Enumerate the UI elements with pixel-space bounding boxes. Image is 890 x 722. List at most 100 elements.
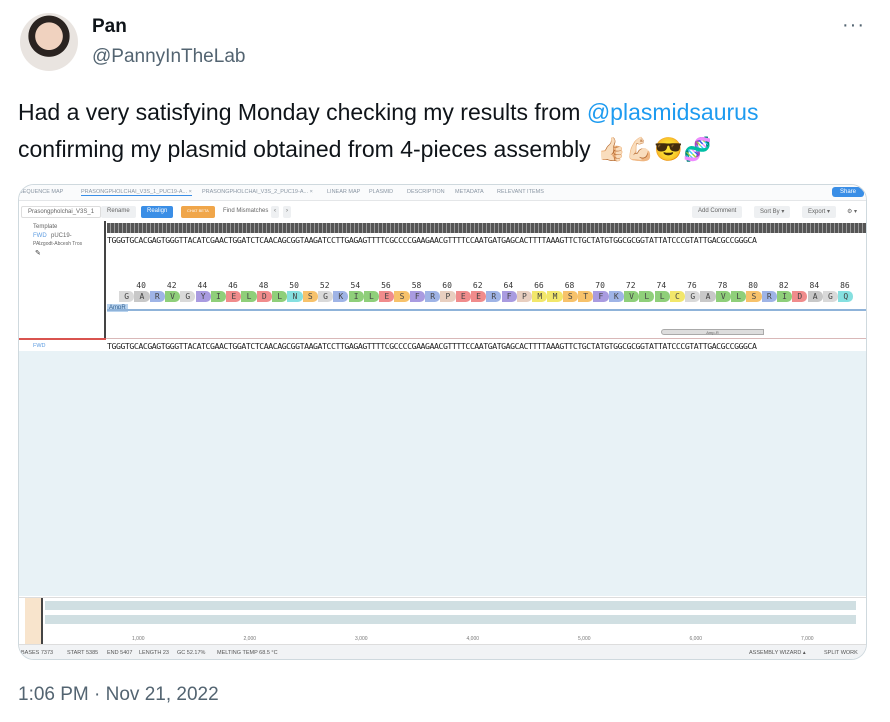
- author-name[interactable]: Pan: [92, 16, 127, 37]
- tab-0[interactable]: SEQUENCE MAP: [19, 189, 64, 195]
- avatar[interactable]: [20, 13, 78, 71]
- aa-number: 82: [778, 281, 789, 290]
- tweet-text: Had a very satisfying Monday checking my…: [18, 99, 587, 125]
- rename-button[interactable]: Rename: [101, 206, 136, 218]
- export-button[interactable]: Export ▾: [802, 206, 837, 218]
- aa-number: 44: [197, 281, 208, 290]
- minimap-tick-label: 7,000: [801, 636, 814, 642]
- status-length: LENGTH 23: [139, 650, 169, 656]
- amino-acid-L: L: [731, 291, 747, 302]
- ampr-feature-label[interactable]: AmpR: [107, 304, 128, 312]
- alignment-left-panel: Template FWD pUC19- PAlzgodt-Abcesh Tros…: [19, 221, 106, 338]
- aa-number: 52: [319, 281, 330, 290]
- settings-gear-icon[interactable]: ⚙ ▾: [847, 209, 858, 215]
- mention-link[interactable]: @plasmidsaurus: [586, 99, 759, 125]
- amino-acid-I: I: [776, 291, 793, 302]
- amino-acid-I: I: [210, 291, 227, 302]
- amino-acid-G: G: [180, 291, 196, 302]
- tab-3[interactable]: LINEAR MAP: [327, 189, 361, 195]
- tweet-text-line1: Had a very satisfying Monday checking my…: [18, 94, 758, 130]
- amino-acid-P: P: [516, 291, 533, 302]
- minimap-tick-label: 6,000: [689, 636, 703, 642]
- tab-2[interactable]: PRASONGPHOLCHAI_V3S_2_PUC19-A... ×: [202, 189, 313, 195]
- read-row-label[interactable]: FWD: [19, 340, 106, 351]
- split-work-button[interactable]: SPLIT WORK: [824, 650, 858, 656]
- more-horizontal-icon[interactable]: ···: [842, 14, 865, 36]
- minimap-tick-label: 2,000: [243, 636, 257, 642]
- tab-1[interactable]: PRASONGPHOLCHAI_V3S_1_PUC19-A... ×: [81, 189, 192, 196]
- amino-acid-T: T: [578, 291, 594, 302]
- aa-number: 74: [656, 281, 667, 290]
- tab-5[interactable]: DESCRIPTION: [407, 189, 445, 195]
- amino-acid-Q: Q: [838, 291, 854, 302]
- aa-number: 80: [748, 281, 758, 290]
- beta-badge: CHAT BETA: [181, 206, 215, 218]
- fwd-label: FWD: [33, 233, 47, 239]
- tweet-media-screenshot[interactable]: SEQUENCE MAP PRASONGPHOLCHAI_V3S_1_PUC19-…: [18, 184, 867, 660]
- amino-acid-F: F: [409, 291, 425, 302]
- amino-acid-D: D: [256, 291, 272, 302]
- amino-acid-R: R: [486, 291, 502, 302]
- amino-acid-F: F: [593, 291, 609, 302]
- aa-number: 62: [472, 281, 483, 290]
- amino-acid-E: E: [226, 291, 242, 302]
- amino-acid-L: L: [363, 291, 380, 302]
- aa-number: 68: [564, 281, 575, 290]
- next-mismatch-button[interactable]: ›: [283, 206, 291, 218]
- ampr-feature-bar[interactable]: [107, 309, 866, 311]
- name-field[interactable]: Prasongpholchai_V3S_1: [21, 206, 102, 218]
- amino-acid-V: V: [623, 291, 640, 302]
- amino-acid-A: A: [807, 291, 823, 302]
- amino-acid-S: S: [394, 291, 410, 302]
- amino-acid-E: E: [470, 291, 487, 302]
- minimap-tick-label: 5,000: [578, 636, 591, 642]
- amino-acid-N: N: [287, 291, 303, 302]
- minimap-cursor[interactable]: [25, 598, 43, 644]
- amino-acid-L: L: [272, 291, 288, 302]
- amino-acid-R: R: [761, 291, 777, 302]
- amino-acid-E: E: [379, 291, 395, 302]
- status-bases: BASES 7373: [21, 650, 54, 656]
- template-ref-name-2: PAlzgodt-Abcesh Tros: [33, 241, 83, 247]
- status-gc: GC 52.17%: [177, 650, 206, 656]
- status-end: END 5407: [107, 650, 133, 656]
- minimap-tick-label: 4,000: [466, 636, 480, 642]
- sort-by-button[interactable]: Sort By ▾: [754, 206, 791, 218]
- author-handle[interactable]: @PannyInTheLab: [92, 46, 246, 67]
- tab-7[interactable]: RELEVANT ITEMS: [497, 189, 544, 195]
- amino-acid-L: L: [639, 291, 655, 302]
- minimap-track-1: [45, 601, 856, 610]
- aa-number: 66: [534, 281, 544, 290]
- amino-acid-G: G: [822, 291, 839, 302]
- template-ref-name: pUC19-: [51, 233, 72, 239]
- aa-number: 42: [166, 281, 177, 290]
- tweet-text-line2: confirming my plasmid obtained from 4-pi…: [18, 136, 712, 162]
- tweet-timestamp[interactable]: 1:06 PM · Nov 21, 2022: [18, 684, 219, 705]
- assembly-wizard-button[interactable]: ASSEMBLY WIZARD ▴: [749, 650, 806, 656]
- amino-acid-G: G: [119, 291, 135, 302]
- aa-number: 48: [258, 281, 269, 290]
- toolbar: Prasongpholchai_V3S_1 Rename Realign CHA…: [19, 203, 866, 221]
- aa-number: 76: [687, 281, 697, 290]
- find-mismatches[interactable]: Find Mismatches: [223, 208, 269, 214]
- minimap[interactable]: 1,000 2,000 3,000 4,000 5,000 6,000 7,000: [19, 597, 866, 644]
- amino-acid-V: V: [715, 291, 731, 302]
- status-melting-temp: MELTING TEMP 68.5 °C: [217, 650, 278, 656]
- amino-acid-L: L: [241, 291, 257, 302]
- amino-acid-R: R: [149, 291, 165, 302]
- edit-pencil-icon[interactable]: ✎: [35, 250, 41, 257]
- alignment-empty-area: [19, 351, 866, 596]
- prev-mismatch-button[interactable]: ‹: [271, 206, 279, 218]
- add-comment-button[interactable]: Add Comment: [692, 206, 743, 218]
- tab-4[interactable]: PLASMID: [369, 189, 394, 195]
- amp-r-primer-arrow[interactable]: Amp-R: [661, 329, 764, 335]
- share-button[interactable]: Share: [831, 187, 864, 197]
- amino-acid-M: M: [532, 291, 548, 302]
- aa-number: 84: [809, 281, 820, 290]
- tab-bar: SEQUENCE MAP PRASONGPHOLCHAI_V3S_1_PUC19-…: [19, 185, 866, 201]
- realign-button[interactable]: Realign: [141, 206, 174, 218]
- amino-acid-I: I: [348, 291, 364, 302]
- read-sequence: TGGGTGCACGAGTGGGTTACATCGAACTGGATCTCAACAG…: [107, 341, 757, 351]
- amino-acid-V: V: [164, 291, 181, 302]
- tab-6[interactable]: METADATA: [455, 189, 484, 195]
